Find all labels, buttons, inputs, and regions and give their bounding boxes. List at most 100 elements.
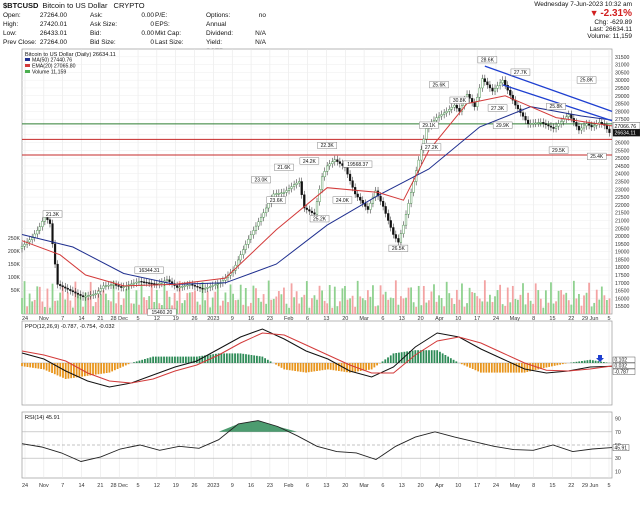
volume-bar	[267, 280, 270, 314]
annotation-label: 29.9K	[496, 123, 510, 129]
y-tick-label: 31000	[615, 63, 630, 69]
ppo-histogram-bar	[490, 363, 493, 373]
y-tick-label: 30000	[615, 78, 630, 84]
annotation-box	[317, 142, 337, 149]
volume-bar	[216, 282, 219, 314]
ppo-histogram-bar	[59, 363, 62, 377]
volume-bar	[552, 303, 555, 314]
volume-bar	[331, 307, 334, 314]
y-tick-label: 16000	[615, 296, 630, 302]
volume-bar	[252, 285, 255, 314]
volume-bar	[64, 299, 67, 314]
ppo-histogram-bar	[299, 363, 302, 372]
ppo-histogram-bar	[103, 363, 105, 374]
annotation-box	[487, 104, 508, 112]
candle-body	[567, 114, 570, 118]
candle-body	[453, 104, 456, 108]
candle-body	[356, 193, 359, 198]
x-tick-label: Nov	[39, 316, 49, 322]
ppo-histogram-bar	[138, 360, 141, 363]
volume-bar	[84, 292, 87, 314]
ppo-histogram-bar	[422, 350, 425, 363]
ppo-histogram-bar	[141, 359, 144, 363]
volume-bar	[374, 306, 377, 314]
candle-body	[282, 192, 286, 194]
ppo-histogram-bar	[190, 356, 193, 363]
candle-body	[407, 203, 410, 215]
ppo-histogram-bar	[206, 355, 209, 363]
candle-body	[338, 161, 341, 164]
candle-body	[399, 233, 403, 243]
ppo-histogram-bar	[277, 363, 280, 367]
annotation-box	[251, 176, 271, 184]
volume-bar	[593, 302, 596, 314]
candle-body	[526, 119, 530, 125]
annotation-box	[388, 244, 409, 252]
ppo-histogram-bar	[78, 363, 81, 377]
x-tick-label: 6	[306, 316, 309, 322]
rsi-tick-label: 70	[615, 430, 621, 436]
ppo-histogram-bar	[111, 363, 114, 372]
volume-bar	[356, 280, 359, 314]
ppo-histogram-bar	[225, 353, 228, 363]
volume-bar	[46, 288, 49, 314]
y-tick-label: 23500	[615, 180, 630, 186]
ppo-histogram-bar	[359, 363, 362, 371]
ppo-histogram-bar	[89, 363, 92, 376]
volume-bar	[150, 285, 153, 314]
ema20-line	[21, 95, 613, 287]
volume-bar	[394, 280, 397, 314]
candle-body	[102, 285, 105, 289]
candle-body	[468, 94, 471, 99]
x-tick-label: Feb	[284, 483, 293, 489]
x-tick-label: 2023	[207, 316, 219, 322]
ppo-histogram-bar	[40, 363, 43, 369]
volume-bar	[97, 289, 100, 314]
volume-bar	[527, 292, 529, 314]
volume-bar	[496, 290, 499, 314]
candle-body	[501, 79, 504, 84]
candle-body	[529, 123, 532, 125]
volume-bar	[260, 301, 262, 314]
quote-col-3: P/E: EPS: Mkt Cap: Last Size:	[155, 12, 184, 46]
ppo-histogram-bar	[296, 363, 299, 372]
volume-bar	[361, 298, 364, 314]
annotation-label: 23.0K	[255, 178, 269, 184]
x-tick-label: 29 Jun	[582, 483, 599, 489]
candle-body	[313, 212, 316, 215]
volume-bar	[366, 290, 369, 314]
ppo-histogram-bar	[444, 355, 447, 363]
candle-body	[158, 283, 161, 285]
candle-body	[455, 104, 458, 109]
annotation-box	[332, 196, 353, 204]
asset-class: CRYPTO	[113, 1, 145, 10]
volume-bar	[280, 294, 283, 314]
volume-bar	[178, 280, 181, 314]
ppo-histogram-bar	[479, 363, 482, 373]
ppo-histogram-bar	[389, 355, 392, 363]
volume-bar	[127, 284, 130, 314]
volume-bar	[138, 304, 140, 314]
ppo-histogram-bar	[545, 363, 548, 368]
volume-bar	[105, 293, 107, 314]
ppo-histogram-bar	[163, 356, 165, 363]
volume-bar	[69, 300, 72, 314]
volume-bar	[369, 296, 372, 314]
candle-body	[539, 122, 542, 124]
ppo-histogram-bar	[417, 350, 419, 363]
volume-bar	[188, 292, 191, 314]
candle-body	[341, 163, 344, 166]
volume-bar	[491, 301, 494, 314]
ppo-histogram-bar	[32, 363, 34, 368]
volume-bar	[257, 297, 260, 314]
volume-bar	[570, 304, 573, 314]
x-tick-label: 15	[549, 483, 555, 489]
annotation-box	[419, 121, 439, 129]
rsi-tick-label: 90	[615, 417, 621, 423]
ppo-histogram-bar	[157, 356, 160, 363]
candle-body	[516, 104, 520, 110]
annotation-box	[548, 146, 569, 154]
rsi-tick-label: 10	[615, 469, 621, 475]
candle-body	[506, 84, 509, 91]
candle-body	[369, 203, 372, 210]
